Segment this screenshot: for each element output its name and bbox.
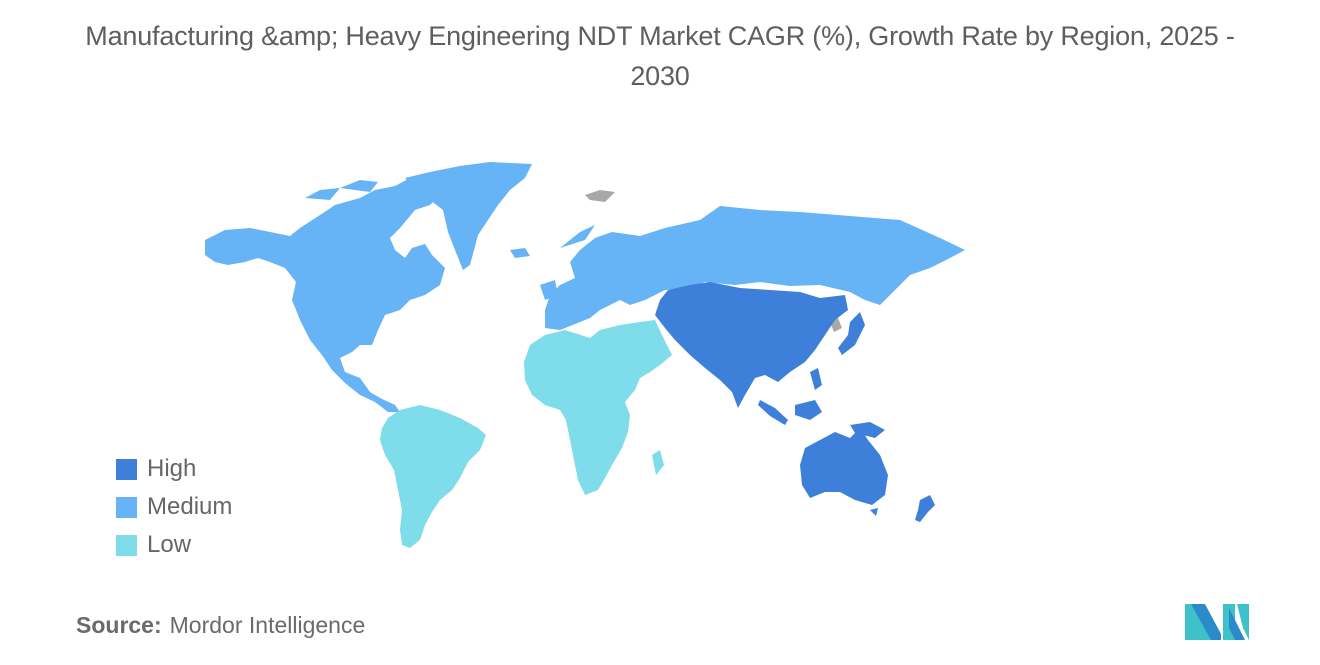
map-legend: High Medium Low xyxy=(116,450,232,564)
legend-swatch-low xyxy=(116,534,137,556)
title-line-1: Manufacturing &amp; Heavy Engineering ND… xyxy=(85,21,1235,51)
legend-label-medium: Medium xyxy=(147,493,233,520)
legend-item-low: Low xyxy=(116,526,232,564)
legend-label-high: High xyxy=(147,455,197,482)
source-label: Source: xyxy=(76,612,162,638)
region-europe-russia xyxy=(540,206,965,330)
region-north-america xyxy=(205,162,532,412)
legend-swatch-medium xyxy=(116,496,137,518)
source-attribution: Source: Mordor Intelligence xyxy=(76,612,365,639)
legend-item-high: High xyxy=(116,450,232,488)
mordor-intelligence-logo-icon xyxy=(1185,604,1249,640)
title-line-2: 2030 xyxy=(630,61,690,91)
region-asia-pacific xyxy=(655,282,935,522)
chart-title: Manufacturing &amp; Heavy Engineering ND… xyxy=(0,16,1320,96)
region-south-america xyxy=(380,405,486,548)
legend-label-low: Low xyxy=(147,531,192,558)
legend-swatch-high xyxy=(116,458,137,480)
source-value: Mordor Intelligence xyxy=(169,612,366,638)
region-middle-east-africa xyxy=(524,320,672,495)
legend-item-medium: Medium xyxy=(116,488,232,526)
